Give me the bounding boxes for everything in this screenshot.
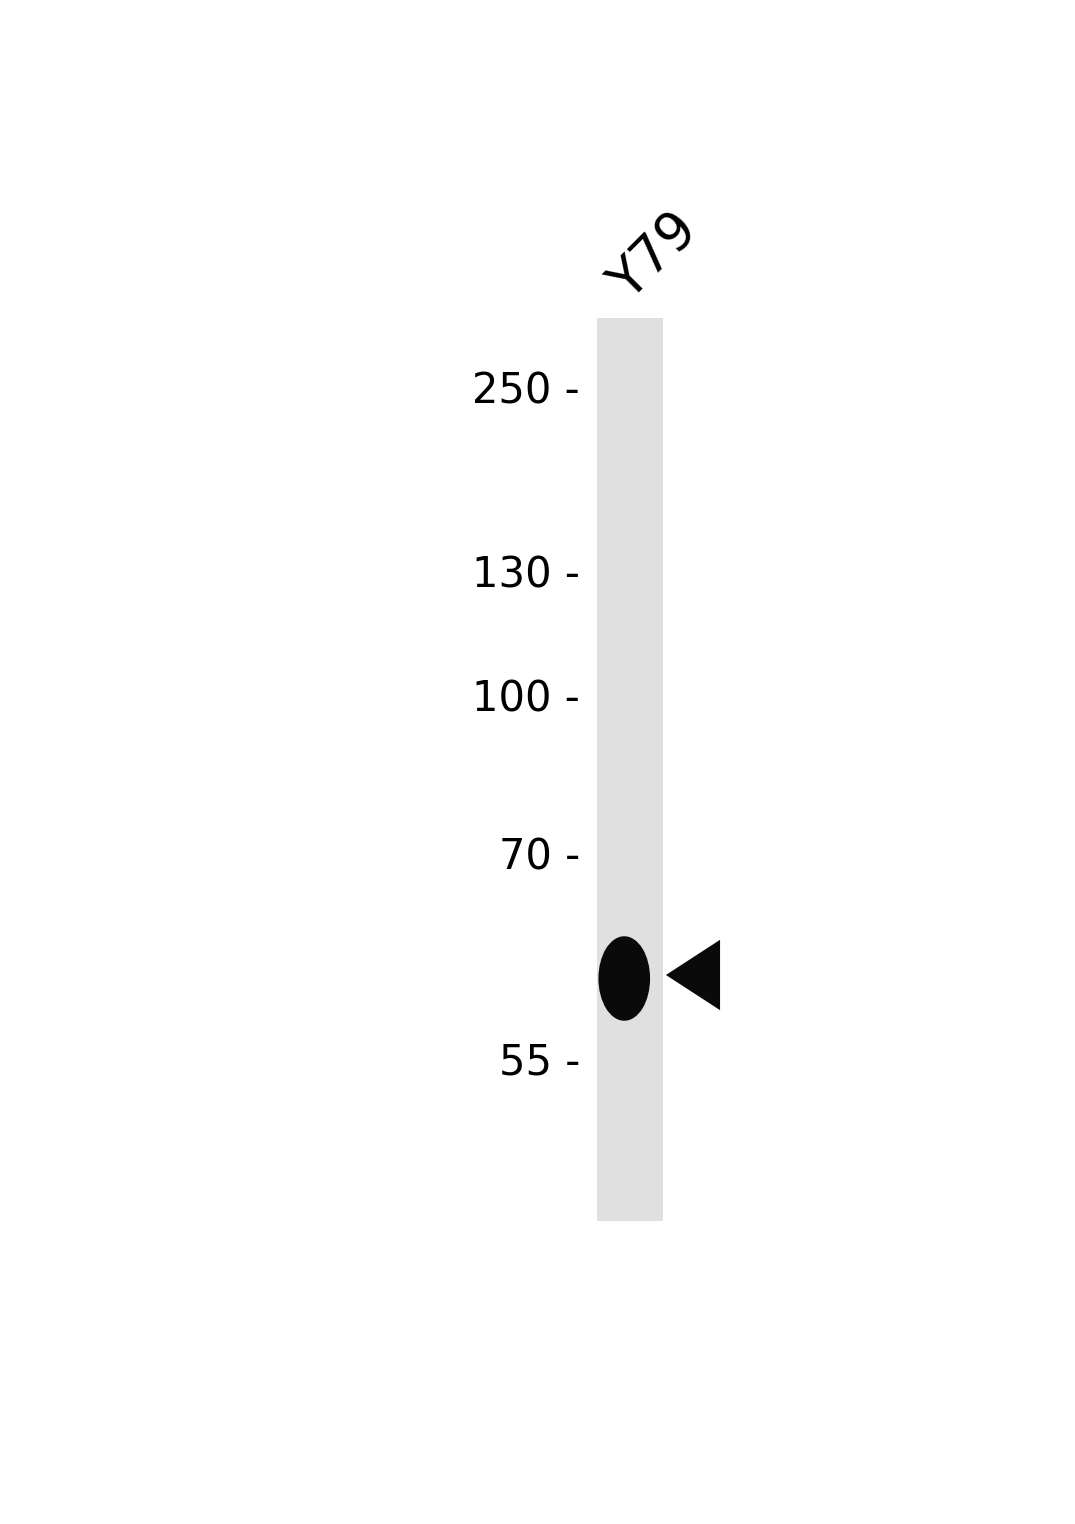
- Text: 250 -: 250 -: [473, 370, 580, 413]
- Text: 100 -: 100 -: [472, 678, 580, 721]
- Bar: [597, 319, 663, 1221]
- Text: 70 -: 70 -: [499, 837, 580, 879]
- Text: Y79: Y79: [600, 203, 707, 309]
- Ellipse shape: [599, 936, 650, 1021]
- Text: 130 -: 130 -: [472, 555, 580, 597]
- Polygon shape: [665, 940, 720, 1010]
- Text: 55 -: 55 -: [499, 1042, 580, 1084]
